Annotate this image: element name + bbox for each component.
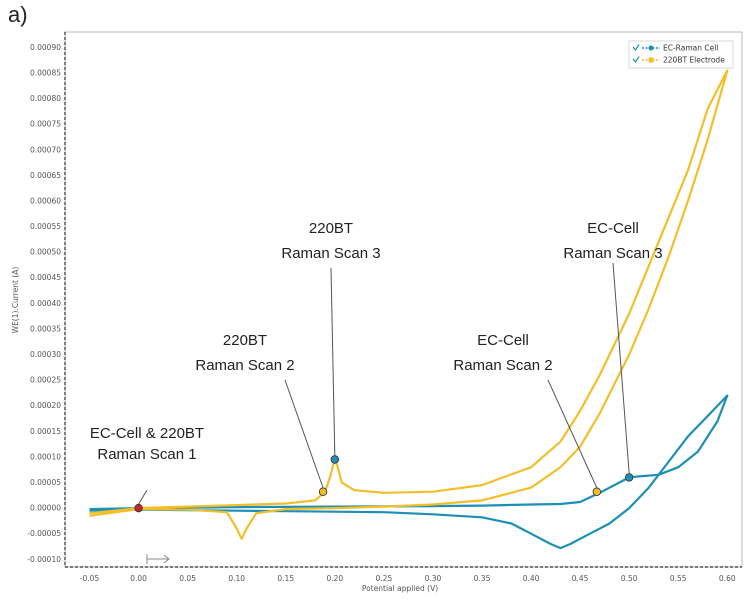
y-tick-label: 0.00015	[30, 427, 61, 436]
y-tick-label: 0.00010	[30, 452, 61, 461]
annotation-label-line1: EC-Cell	[587, 220, 639, 237]
annotation-label-line2: Raman Scan 3	[563, 245, 662, 262]
x-tick-label: 0.25	[376, 574, 393, 583]
annotation-label-line1: EC-Cell	[477, 332, 529, 349]
legend-square-marker-icon	[648, 57, 654, 63]
legend-label-220bt: 220BT Electrode	[663, 56, 725, 65]
scan-markers	[134, 455, 634, 513]
y-tick-label: -0.00010	[27, 555, 61, 564]
y-tick-labels: -0.00010 -0.00005 0.00000 0.00005 0.00010 0.0…	[27, 43, 61, 564]
annotation-leader-line	[330, 267, 336, 456]
x-tick-label: 0.30	[425, 574, 442, 583]
y-tick-label: 0.00085	[30, 68, 61, 77]
x-tick-label: 0.00	[130, 574, 147, 583]
x-tick-label: 0.15	[277, 574, 294, 583]
y-tick-label: 0.00080	[30, 94, 61, 103]
scan-point-marker	[134, 503, 143, 513]
x-tick-label: 0.35	[474, 574, 491, 583]
annotation-label-line1: 220BT	[223, 332, 267, 349]
annotation-leaders	[138, 262, 630, 505]
annotation-label-line2: Raman Scan 2	[195, 357, 294, 374]
scan-point-marker	[330, 455, 340, 464]
y-tick-label: 0.00040	[30, 299, 61, 308]
legend: EC-Raman Cell 220BT Electrode	[628, 40, 734, 69]
check-icon	[632, 44, 640, 52]
x-tick-label: -0.05	[80, 574, 100, 583]
y-tick-label: 0.00025	[30, 376, 61, 385]
y-tick-label: -0.00005	[27, 529, 61, 538]
x-tick-label: 0.05	[179, 574, 196, 583]
legend-box	[628, 40, 734, 69]
annotation-leader-line	[138, 489, 148, 505]
y-tick-label: 0.00000	[30, 504, 61, 513]
y-tick-label: 0.00070	[30, 145, 61, 154]
x-tick-label: 0.50	[621, 574, 638, 583]
x-tick-labels: -0.05 0.00 0.05 0.10 0.15 0.20 0.25 0.30 0.35 0.4…	[80, 574, 736, 583]
panel-label: a)	[8, 2, 28, 27]
x-direction-arrow-icon	[146, 554, 170, 564]
series-curves	[89, 69, 729, 550]
annotation-label-line2: Raman Scan 2	[453, 357, 552, 374]
annotation-label-line1: 220BT	[309, 220, 353, 237]
scan-point-marker	[318, 487, 328, 496]
bt220-electrode-curve	[89, 69, 729, 540]
legend-circle-marker-icon	[648, 45, 654, 51]
legend-label-ec-cell: EC-Raman Cell	[663, 44, 718, 53]
x-tick-label: 0.60	[719, 574, 736, 583]
scan-point-marker	[592, 487, 601, 496]
y-tick-label: 0.00030	[30, 350, 61, 359]
annotation-label-line2: Raman Scan 1	[97, 446, 196, 463]
x-tick-label: 0.10	[228, 574, 245, 583]
annotation-leader-line	[612, 262, 630, 474]
y-tick-label: 0.00005	[30, 478, 61, 487]
plot-frame	[64, 31, 743, 568]
annotation-label-line1: EC-Cell & 220BT	[90, 425, 204, 442]
x-tick-label: 0.45	[572, 574, 589, 583]
y-tick-label: 0.00060	[30, 196, 61, 205]
annotation-labels: EC-Cell & 220BT Raman Scan 1 220BT Raman Sc…	[90, 220, 663, 463]
y-tick-label: 0.00055	[30, 222, 61, 231]
x-tick-label: 0.20	[326, 574, 343, 583]
scan-point-marker	[624, 473, 634, 482]
ec-raman-cell-curve	[89, 394, 729, 550]
y-tick-label: 0.00045	[30, 273, 61, 282]
y-tick-label: 0.00035	[30, 324, 61, 333]
legend-item-220bt[interactable]: 220BT Electrode	[632, 56, 725, 65]
x-axis-title: Potential applied (V)	[362, 584, 438, 593]
annotation-leader-line	[547, 379, 598, 488]
x-tick-label: 0.55	[670, 574, 687, 583]
y-tick-label: 0.00075	[30, 120, 61, 129]
legend-item-ec-cell[interactable]: EC-Raman Cell	[632, 44, 718, 53]
y-tick-label: 0.00020	[30, 401, 61, 410]
annotation-label-line2: Raman Scan 3	[281, 245, 380, 262]
annotation-leader-line	[284, 379, 324, 488]
y-tick-label: 0.00090	[30, 43, 61, 52]
y-axis-title: WE(1).Current (A)	[11, 267, 20, 334]
x-tick-label: 0.40	[523, 574, 540, 583]
y-tick-label: 0.00050	[30, 248, 61, 257]
y-tick-label: 0.00065	[30, 171, 61, 180]
check-icon	[632, 56, 640, 64]
